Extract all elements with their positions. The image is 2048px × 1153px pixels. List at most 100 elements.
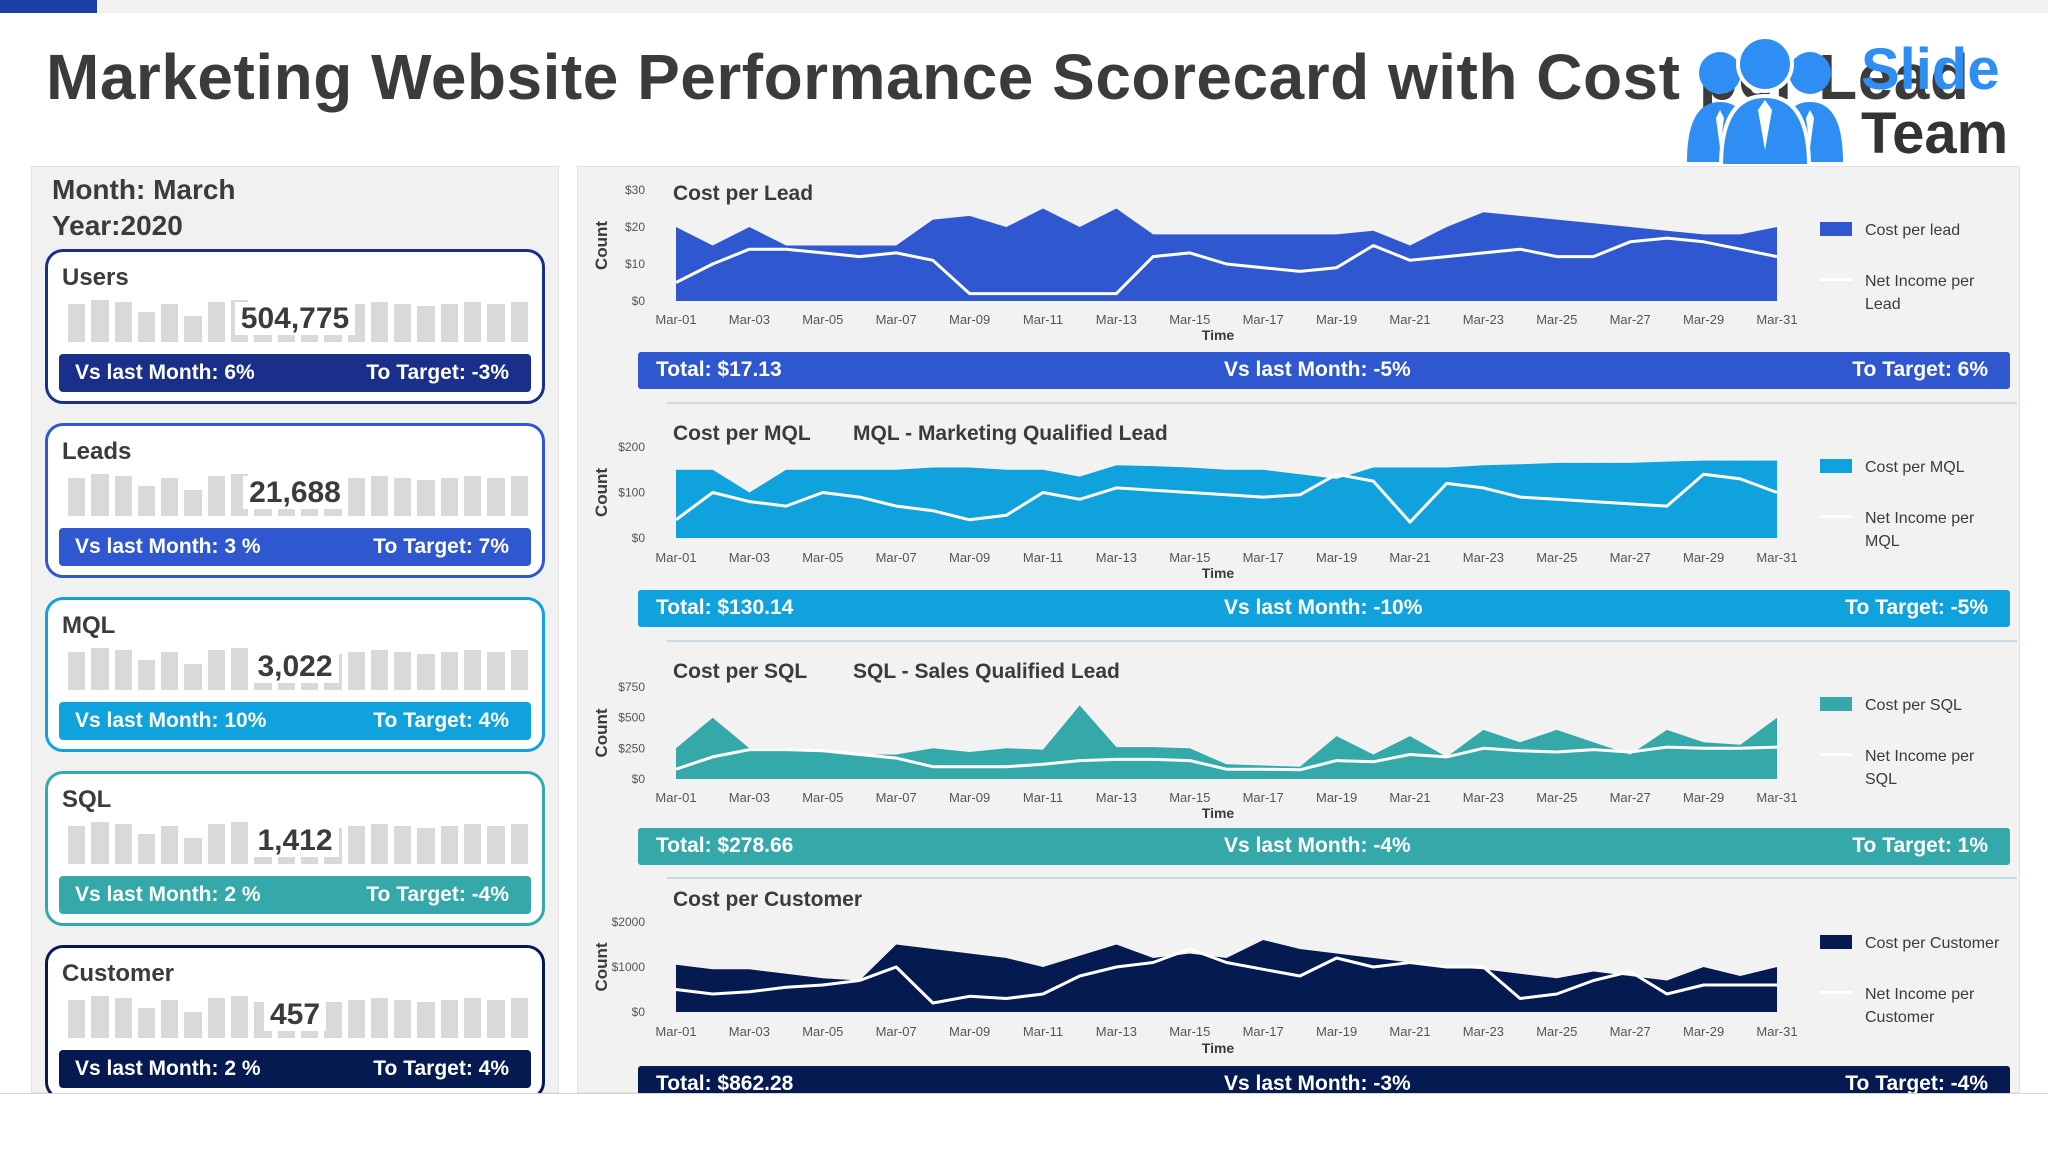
sparkline-column: [394, 304, 412, 342]
sparkline-column: [440, 826, 459, 864]
y-tick-label: $20: [625, 220, 645, 234]
legend-label: Net Income per: [1865, 986, 1975, 1003]
legend-swatch: [1820, 697, 1852, 711]
sparkline-column: [347, 1000, 365, 1038]
x-tick-label: Mar-23: [1463, 550, 1504, 565]
kpi-vs-last-month: Vs last Month: 2 %: [75, 1057, 261, 1080]
kpi-label: Customer: [62, 960, 175, 987]
x-tick-label: Mar-11: [1023, 1024, 1063, 1039]
sparkline-column: [417, 480, 435, 516]
sparkline-column: [510, 824, 528, 864]
divider: [667, 402, 2017, 404]
x-tick-label: Mar-11: [1023, 790, 1063, 805]
sparkline-column: [137, 486, 156, 516]
kpi-vs-last-month: Vs last Month: 10%: [75, 709, 267, 732]
kpi-comparison-bar: Vs last Month: 2 % To Target: 4%: [59, 1050, 531, 1088]
sparkline-column: [487, 478, 505, 516]
kpi-card-users: Users 504,775 Vs last Month: 6% To Targe…: [45, 249, 545, 404]
kpi-value: 504,775: [48, 302, 542, 336]
legend-label: Cost per MQL: [1865, 459, 1965, 476]
sparkline-column: [394, 826, 412, 864]
sparkline-column: [440, 304, 459, 342]
x-tick-label: Mar-09: [949, 312, 990, 327]
area-charts: Cost per Lead Count $0 $10 $20 $30 Mar-01 Mar-0…: [592, 182, 2000, 1056]
sparkline-column: [464, 302, 482, 342]
sparkline-column: [207, 824, 226, 864]
sparkline-column: [161, 478, 179, 516]
y-tick-label: $10: [625, 257, 645, 271]
sparkline-column: [161, 826, 179, 864]
kpi-to-target: To Target: -3%: [366, 361, 509, 384]
top-accent: [0, 0, 97, 13]
y-tick-label: $200: [618, 440, 645, 454]
area-series: [676, 940, 1777, 1012]
x-tick-label: Mar-23: [1463, 312, 1504, 327]
kpi-to-target: To Target: 4%: [373, 1057, 509, 1080]
page-title: Marketing Website Performance Scorecard …: [46, 41, 1970, 113]
summary-to-target: To Target: 1%: [1852, 834, 1988, 857]
sparkline-column: [137, 834, 156, 864]
summary-bar-lead: Total: $17.13 Vs last Month: -5% To Targ…: [638, 352, 2010, 389]
sparkline-column: [417, 654, 435, 690]
legend-label: Lead: [1865, 296, 1901, 313]
summary-vs-last-month: Vs last Month: -4%: [1224, 834, 1411, 857]
y-tick-label: $30: [625, 183, 645, 197]
sparkline-column: [394, 652, 412, 690]
y-tick-label: $750: [618, 680, 645, 694]
legend-swatch: [1820, 935, 1852, 949]
line-series: [675, 947, 1777, 1005]
sparkline-column: [487, 304, 505, 342]
x-tick-label: Mar-31: [1756, 790, 1797, 805]
y-tick-label: $0: [632, 531, 646, 545]
sparkline-column: [510, 650, 528, 690]
y-tick-label: $250: [618, 741, 645, 755]
sparkline-column: [370, 650, 389, 690]
x-tick-label: Mar-07: [876, 790, 917, 805]
x-tick-label: Mar-27: [1610, 1024, 1651, 1039]
x-tick-label: Mar-13: [1096, 1024, 1137, 1039]
x-tick-label: Mar-03: [729, 312, 770, 327]
month-label: Month: March: [52, 174, 236, 205]
kpi-value: 21,688: [48, 476, 542, 510]
chart-subtitle: MQL - Marketing Qualified Lead: [853, 422, 1168, 445]
x-tick-label: Mar-21: [1389, 790, 1430, 805]
x-tick-label: Mar-23: [1463, 790, 1504, 805]
y-tick-label: $0: [632, 1005, 646, 1019]
x-tick-label: Mar-27: [1610, 312, 1651, 327]
sparkline-column: [91, 300, 109, 342]
line-series: [675, 745, 1778, 772]
sparkline-column: [231, 996, 249, 1038]
sparkline-column: [137, 1008, 156, 1038]
year-label: Year:2020: [52, 210, 183, 241]
kpi-card-leads: Leads 21,688 Vs last Month: 3 % To Targe…: [45, 423, 545, 578]
x-tick-label: Mar-17: [1243, 312, 1284, 327]
x-tick-label: Mar-29: [1683, 1024, 1724, 1039]
x-tick-label: Mar-21: [1389, 312, 1430, 327]
kpi-label: Leads: [62, 438, 132, 465]
x-tick-label: Mar-03: [729, 550, 770, 565]
summary-vs-last-month: Vs last Month: -5%: [1224, 358, 1411, 381]
below-slide-area: [0, 1093, 2048, 1153]
sparkline-column: [68, 652, 86, 690]
x-tick-label: Mar-27: [1610, 790, 1651, 805]
area-series: [676, 705, 1777, 779]
sparkline-column: [184, 664, 202, 690]
sparkline-column: [417, 306, 435, 342]
x-tick-label: Mar-31: [1756, 312, 1797, 327]
sparkline-column: [347, 478, 365, 516]
sparkline-column: [464, 476, 482, 516]
sparkline-column: [370, 824, 389, 864]
sparkline-column: [231, 822, 249, 864]
sparkline-column: [68, 1000, 86, 1038]
x-tick-label: Mar-19: [1316, 550, 1357, 565]
kpi-vs-last-month: Vs last Month: 3 %: [75, 535, 261, 558]
legend-label: Cost per SQL: [1865, 697, 1962, 714]
sparkline-column: [231, 648, 249, 690]
legend-swatch: [1820, 222, 1852, 236]
x-tick-label: Mar-07: [876, 1024, 917, 1039]
x-tick-label: Mar-29: [1683, 312, 1724, 327]
divider: [667, 640, 2017, 642]
y-axis-label: Count: [592, 221, 611, 270]
summary-to-target: To Target: 6%: [1852, 358, 1988, 381]
summary-vs-last-month: Vs last Month: -3%: [1224, 1072, 1411, 1093]
